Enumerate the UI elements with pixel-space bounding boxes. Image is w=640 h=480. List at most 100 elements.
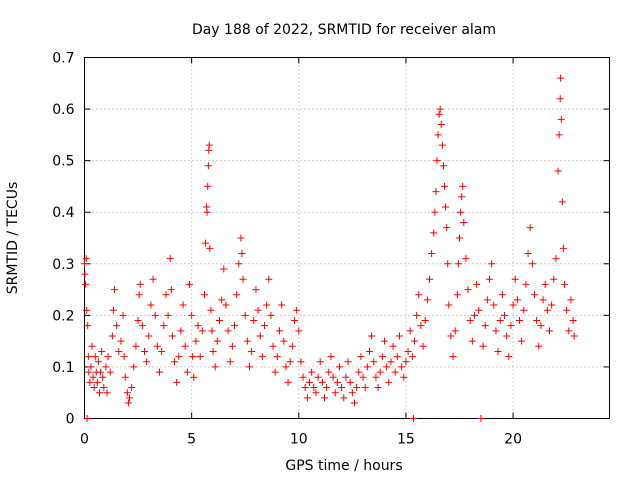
data-point xyxy=(342,373,350,381)
data-point xyxy=(406,327,414,335)
x-tick-label: 15 xyxy=(397,432,415,448)
data-point xyxy=(141,347,148,355)
data-point xyxy=(99,373,107,381)
data-point xyxy=(241,311,249,319)
data-point xyxy=(237,234,245,242)
data-point xyxy=(464,286,472,294)
data-point xyxy=(457,208,465,216)
data-point xyxy=(498,291,506,299)
data-point xyxy=(226,358,234,366)
data-point xyxy=(164,311,172,319)
x-tick-label: 10 xyxy=(290,432,308,448)
data-point xyxy=(318,378,326,386)
data-point xyxy=(442,203,450,211)
data-point xyxy=(435,110,443,118)
x-tick-label: 0 xyxy=(80,432,89,448)
data-point xyxy=(149,275,157,283)
data-point xyxy=(509,301,517,309)
data-point xyxy=(206,244,214,252)
data-point xyxy=(453,291,461,299)
axis-ticks: 0 0.1 0.2 0.3 0.4 0.5 0.6 0.7 0 5 10 15 20 xyxy=(52,51,610,448)
data-point xyxy=(188,311,196,319)
data-point xyxy=(460,219,468,227)
data-point xyxy=(256,332,264,340)
data-point xyxy=(190,373,198,381)
data-point xyxy=(333,378,341,386)
data-point xyxy=(559,244,567,252)
data-point xyxy=(528,260,536,268)
data-point xyxy=(398,363,406,371)
data-point xyxy=(490,301,498,309)
data-point xyxy=(156,368,163,376)
data-point xyxy=(88,342,96,350)
data-point xyxy=(387,358,395,366)
data-point xyxy=(106,368,114,376)
data-point xyxy=(316,358,324,366)
data-point xyxy=(432,188,440,196)
data-point xyxy=(477,415,485,422)
data-point xyxy=(96,389,103,397)
chart-title: Day 188 of 2022, SRMTID for receiver ala… xyxy=(192,22,496,38)
data-point xyxy=(205,141,213,149)
data-point xyxy=(128,384,136,392)
data-point xyxy=(488,260,496,268)
data-point xyxy=(126,394,133,402)
data-point xyxy=(94,358,102,366)
data-point xyxy=(168,332,176,340)
data-point xyxy=(535,342,543,350)
data-point xyxy=(111,286,118,294)
data-point xyxy=(449,353,457,361)
data-point xyxy=(436,105,444,113)
data-point xyxy=(513,296,521,304)
data-point xyxy=(376,368,384,376)
data-point xyxy=(117,337,125,345)
data-point xyxy=(421,317,429,325)
data-point xyxy=(102,363,110,371)
data-point xyxy=(558,198,566,206)
data-point xyxy=(263,301,271,309)
data-point xyxy=(90,384,98,392)
data-point xyxy=(218,296,226,304)
data-point xyxy=(516,317,523,325)
data-point xyxy=(238,249,246,257)
data-point xyxy=(196,353,204,361)
data-point xyxy=(84,353,92,361)
data-point xyxy=(276,327,283,335)
data-point xyxy=(84,322,92,330)
data-point xyxy=(496,317,504,325)
data-point xyxy=(552,255,560,263)
data-point xyxy=(103,389,111,397)
data-point xyxy=(203,208,211,216)
data-point xyxy=(325,368,333,376)
data-point xyxy=(115,347,123,355)
data-point xyxy=(269,342,277,350)
data-point xyxy=(537,322,545,330)
data-point xyxy=(81,270,89,278)
data-point xyxy=(546,327,553,335)
data-point xyxy=(175,353,183,361)
data-point xyxy=(160,322,168,330)
y-tick-label: 0.6 xyxy=(52,102,74,118)
data-point xyxy=(357,353,365,361)
data-point xyxy=(385,378,393,386)
data-point xyxy=(167,286,175,294)
data-point xyxy=(312,389,320,397)
data-point xyxy=(438,141,446,149)
data-point xyxy=(486,275,493,283)
data-point xyxy=(511,275,519,283)
data-point xyxy=(451,327,459,335)
data-point xyxy=(441,182,448,190)
data-point xyxy=(396,332,403,340)
data-point xyxy=(433,157,441,165)
data-point xyxy=(411,337,418,345)
data-point xyxy=(423,296,431,304)
data-point xyxy=(291,317,298,325)
data-point xyxy=(86,378,94,386)
data-point xyxy=(97,368,105,376)
data-point xyxy=(567,296,575,304)
data-point xyxy=(402,358,410,366)
data-point xyxy=(554,167,562,175)
data-point xyxy=(82,255,90,263)
data-point xyxy=(543,306,551,314)
